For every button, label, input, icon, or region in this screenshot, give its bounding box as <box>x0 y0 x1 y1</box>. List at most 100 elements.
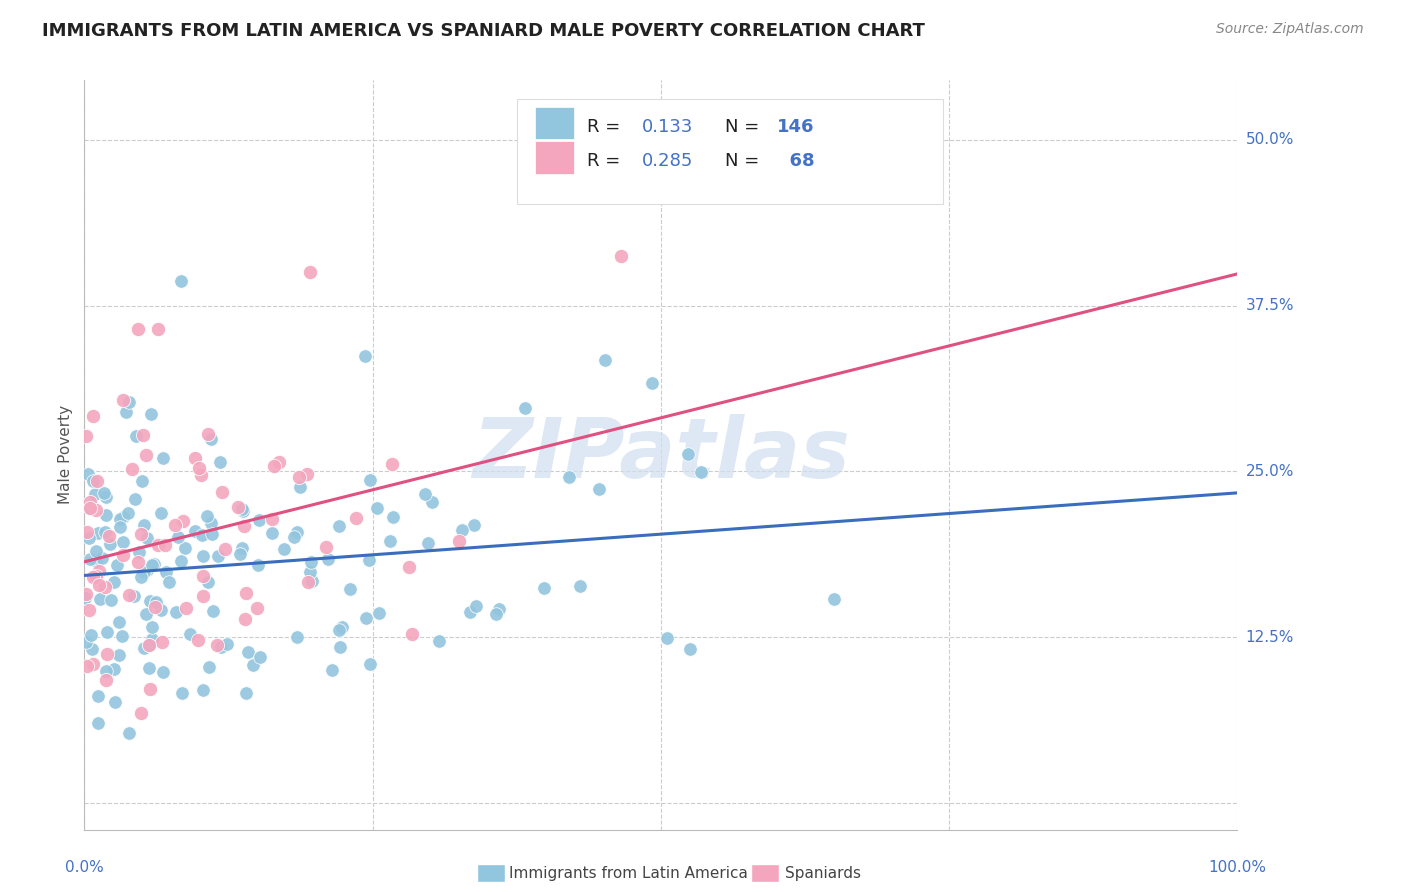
Point <box>118 395 141 409</box>
Point <box>488 602 510 616</box>
Text: ZIPatlas: ZIPatlas <box>472 415 849 495</box>
Point <box>128 545 150 559</box>
Point <box>150 635 173 649</box>
Point <box>198 660 221 674</box>
Point <box>98 529 121 543</box>
Point <box>485 607 508 621</box>
Point <box>641 376 664 391</box>
Point <box>80 628 103 642</box>
Text: 0.0%: 0.0% <box>65 860 104 875</box>
Point <box>420 494 443 508</box>
Point <box>76 587 98 601</box>
Point <box>82 657 104 672</box>
Point <box>138 661 160 675</box>
Point <box>117 506 139 520</box>
Point <box>823 591 845 606</box>
Point <box>321 664 343 678</box>
Text: Source: ZipAtlas.com: Source: ZipAtlas.com <box>1216 22 1364 37</box>
Text: 100.0%: 100.0% <box>1208 860 1267 875</box>
Point <box>679 642 702 657</box>
Point <box>187 461 209 475</box>
Point <box>127 321 149 335</box>
Text: N =: N = <box>725 153 765 170</box>
Point <box>172 514 194 528</box>
Point <box>132 640 155 655</box>
Text: N =: N = <box>725 118 765 136</box>
Text: 50.0%: 50.0% <box>1246 132 1294 147</box>
Point <box>249 650 271 665</box>
Point <box>149 507 172 521</box>
Point <box>172 686 194 700</box>
Point <box>111 509 134 524</box>
Point <box>108 512 131 526</box>
Point <box>77 603 100 617</box>
Point <box>463 517 485 532</box>
Point <box>183 451 205 466</box>
Point <box>122 589 145 603</box>
Point <box>76 525 98 540</box>
Text: 25.0%: 25.0% <box>1246 464 1294 479</box>
Point <box>84 554 107 568</box>
Point <box>290 480 312 494</box>
Point <box>231 501 253 516</box>
Point <box>108 520 131 534</box>
Point <box>200 432 222 446</box>
Point <box>132 427 155 442</box>
Point <box>332 620 354 634</box>
Point <box>187 632 209 647</box>
Point <box>87 715 110 730</box>
Point <box>132 566 155 580</box>
Point <box>94 508 117 522</box>
Text: IMMIGRANTS FROM LATIN AMERICA VS SPANIARD MALE POVERTY CORRELATION CHART: IMMIGRANTS FROM LATIN AMERICA VS SPANIAR… <box>42 22 925 40</box>
Point <box>339 582 361 596</box>
Point <box>593 353 616 368</box>
Point <box>316 552 339 566</box>
Point <box>236 645 259 659</box>
Point <box>131 569 153 583</box>
Point <box>86 689 108 703</box>
Point <box>86 475 108 489</box>
Text: 68: 68 <box>778 153 815 170</box>
Point <box>98 536 121 550</box>
Point <box>382 509 405 524</box>
Point <box>148 322 170 336</box>
Point <box>136 531 159 545</box>
Point <box>89 592 111 607</box>
Point <box>207 549 229 564</box>
Point <box>103 575 125 590</box>
Point <box>297 467 319 482</box>
Point <box>558 469 581 483</box>
Point <box>165 606 187 620</box>
Point <box>83 486 105 500</box>
Point <box>242 658 264 673</box>
Point <box>139 681 162 696</box>
Point <box>135 607 157 622</box>
Point <box>138 638 160 652</box>
Point <box>75 591 97 606</box>
Point <box>231 541 253 556</box>
Point <box>96 491 118 505</box>
Point <box>211 485 233 500</box>
Point <box>354 611 377 625</box>
Point <box>285 630 308 644</box>
Point <box>145 595 167 609</box>
Text: Spaniards: Spaniards <box>785 866 860 880</box>
Point <box>132 518 155 533</box>
Point <box>100 592 122 607</box>
Point <box>111 549 134 563</box>
Point <box>201 526 224 541</box>
Point <box>82 474 104 488</box>
Point <box>96 648 118 662</box>
Point <box>127 556 149 570</box>
Point <box>299 566 322 580</box>
Point <box>96 624 118 639</box>
Text: 37.5%: 37.5% <box>1246 298 1294 313</box>
Point <box>329 640 352 654</box>
Point <box>94 580 117 594</box>
Point <box>657 632 679 646</box>
Point <box>588 482 610 496</box>
Point <box>353 349 375 363</box>
Point <box>610 250 633 264</box>
Point <box>515 401 537 416</box>
Point <box>301 574 323 589</box>
